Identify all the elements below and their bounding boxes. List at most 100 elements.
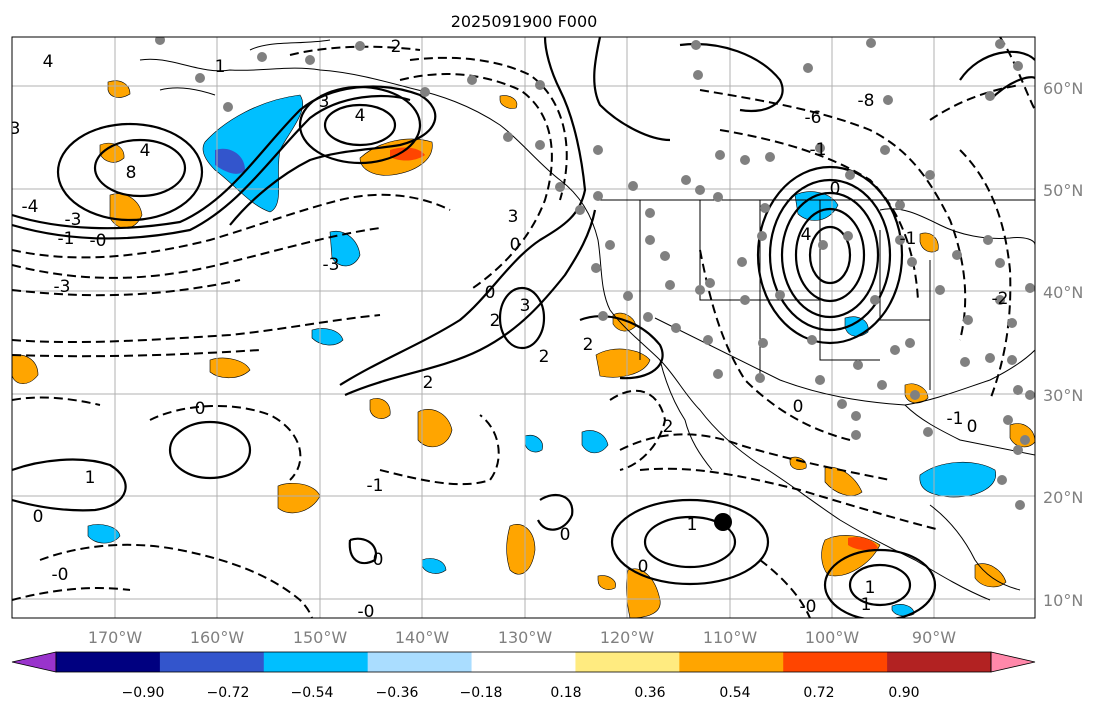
contour-label: 2 <box>423 373 434 393</box>
contour-label: 2 <box>583 335 594 355</box>
colorbar-label: 0.72 <box>803 685 834 701</box>
contour-label: -0 <box>90 231 107 251</box>
contour-label: 4 <box>355 106 366 126</box>
contour-label: -4 <box>22 197 39 217</box>
contour-label: 0 <box>373 550 384 570</box>
lat-labels: 60°N 50°N 40°N 30°N 20°N 10°N <box>1043 79 1083 610</box>
shade-negative-blue <box>844 316 869 337</box>
shade-negative-blue <box>202 94 303 213</box>
contour-label: -1 <box>810 140 827 160</box>
colorbar-segment <box>471 652 576 672</box>
contour-label: 1 <box>687 515 698 535</box>
colorbar-label: −0.36 <box>376 685 419 701</box>
colorbar-label: −0.54 <box>291 685 334 701</box>
contour-label: -1 <box>367 476 384 496</box>
colorbar-label: −0.72 <box>207 685 250 701</box>
contour-label: 3 <box>10 119 21 139</box>
contour-label: -0 <box>800 597 817 617</box>
contour-label: 2 <box>490 311 501 331</box>
contour-label: 4 <box>801 225 812 245</box>
shade-negative-blue <box>87 524 121 544</box>
station-dots <box>155 37 1035 510</box>
lat-label: 10°N <box>1043 591 1083 610</box>
contour-label: -3 <box>65 210 82 230</box>
colorbar-segment <box>783 652 888 672</box>
contour-label: 0 <box>967 417 978 437</box>
contour-label: -0 <box>358 602 375 622</box>
shade-negative-blue <box>421 558 447 574</box>
contour-label: 8 <box>126 163 137 183</box>
lon-label: 90°W <box>912 628 956 647</box>
colorbar-labels: −0.90 −0.72 −0.54 −0.36 −0.18 0.18 0.36 … <box>122 685 920 701</box>
marker-dot <box>714 513 732 531</box>
colorbar-label: 0.54 <box>719 685 750 701</box>
contour-label: 2 <box>663 417 674 437</box>
shade-negative-blue <box>919 461 997 498</box>
contour-label: 4 <box>140 141 151 161</box>
contour-labels: 4 1 2 3 4 4 3 8 -4 -3 -1 -0 -3 -3 3 0 3 … <box>10 37 1009 622</box>
lat-label: 60°N <box>1043 79 1083 98</box>
contour-label: 1 <box>85 468 96 488</box>
colorbar-label: 0.18 <box>550 685 581 701</box>
shade-positive-red <box>390 147 425 161</box>
lon-label: 130°W <box>498 628 553 647</box>
contours-negative <box>12 37 1035 618</box>
colorbar-segment <box>367 652 473 672</box>
colorbar-extend-max <box>990 651 1036 673</box>
lat-label: 30°N <box>1043 386 1083 405</box>
lon-label: 150°W <box>293 628 348 647</box>
colorbar-segment <box>575 652 680 672</box>
contour-label: 1 <box>861 595 872 615</box>
lon-label: 120°W <box>600 628 655 647</box>
lon-label: 170°W <box>88 628 143 647</box>
lat-label: 20°N <box>1043 488 1083 507</box>
shade-negative-blue <box>794 191 839 221</box>
map-frame <box>11 36 1036 619</box>
contour-label: -1 <box>58 229 75 249</box>
lat-label: 40°N <box>1043 283 1083 302</box>
colorbar-segment <box>56 652 161 672</box>
contour-label: 3 <box>520 296 531 316</box>
colorbar <box>11 651 1036 673</box>
colorbar-extend-min <box>11 651 57 673</box>
contour-label: 3 <box>508 207 519 227</box>
shade-positive-red <box>848 537 878 551</box>
contour-label: 1 <box>215 57 226 77</box>
contour-label: 0 <box>485 283 496 303</box>
colorbar-label: −0.18 <box>460 685 503 701</box>
contour-label: 0 <box>560 525 571 545</box>
lon-label: 140°W <box>395 628 450 647</box>
colorbar-frame <box>55 651 992 673</box>
contour-label: 0 <box>638 557 649 577</box>
contour-label: -2 <box>992 289 1009 309</box>
contour-label: -3 <box>54 277 71 297</box>
shade-negative-blue <box>329 230 361 267</box>
contour-label: 0 <box>195 399 206 419</box>
shade-negative-blue <box>524 435 543 453</box>
contour-label: 4 <box>43 52 54 72</box>
contour-label: 2 <box>391 37 402 57</box>
colorbar-label: 0.90 <box>888 685 919 701</box>
shade-positive-orange <box>369 398 391 419</box>
colorbar-label: 0.36 <box>634 685 665 701</box>
shade-positive-orange <box>99 142 125 163</box>
colorbar-segment <box>679 652 784 672</box>
contour-label: -1 <box>947 409 964 429</box>
map-panel: 4 1 2 3 4 4 3 8 -4 -3 -1 -0 -3 -3 3 0 3 … <box>10 37 1035 622</box>
shade-positive-orange <box>789 456 807 470</box>
contour-label: -1 <box>900 229 917 249</box>
contour-label: 3 <box>319 92 330 112</box>
colorbar-segment <box>887 652 992 672</box>
shade-positive-orange <box>417 409 453 448</box>
colorbar-segment <box>159 652 265 672</box>
gridlines <box>12 37 1035 618</box>
shade-negative-darkblue <box>215 148 245 174</box>
colorbar-label: −0.90 <box>122 685 165 701</box>
shade-positive-orange <box>597 575 616 590</box>
shade-positive-orange <box>12 354 39 384</box>
shade-positive-orange <box>595 348 651 378</box>
contour-label: -0 <box>52 565 69 585</box>
contour-label: 0 <box>510 235 521 255</box>
shade-positive-orange <box>625 568 661 618</box>
